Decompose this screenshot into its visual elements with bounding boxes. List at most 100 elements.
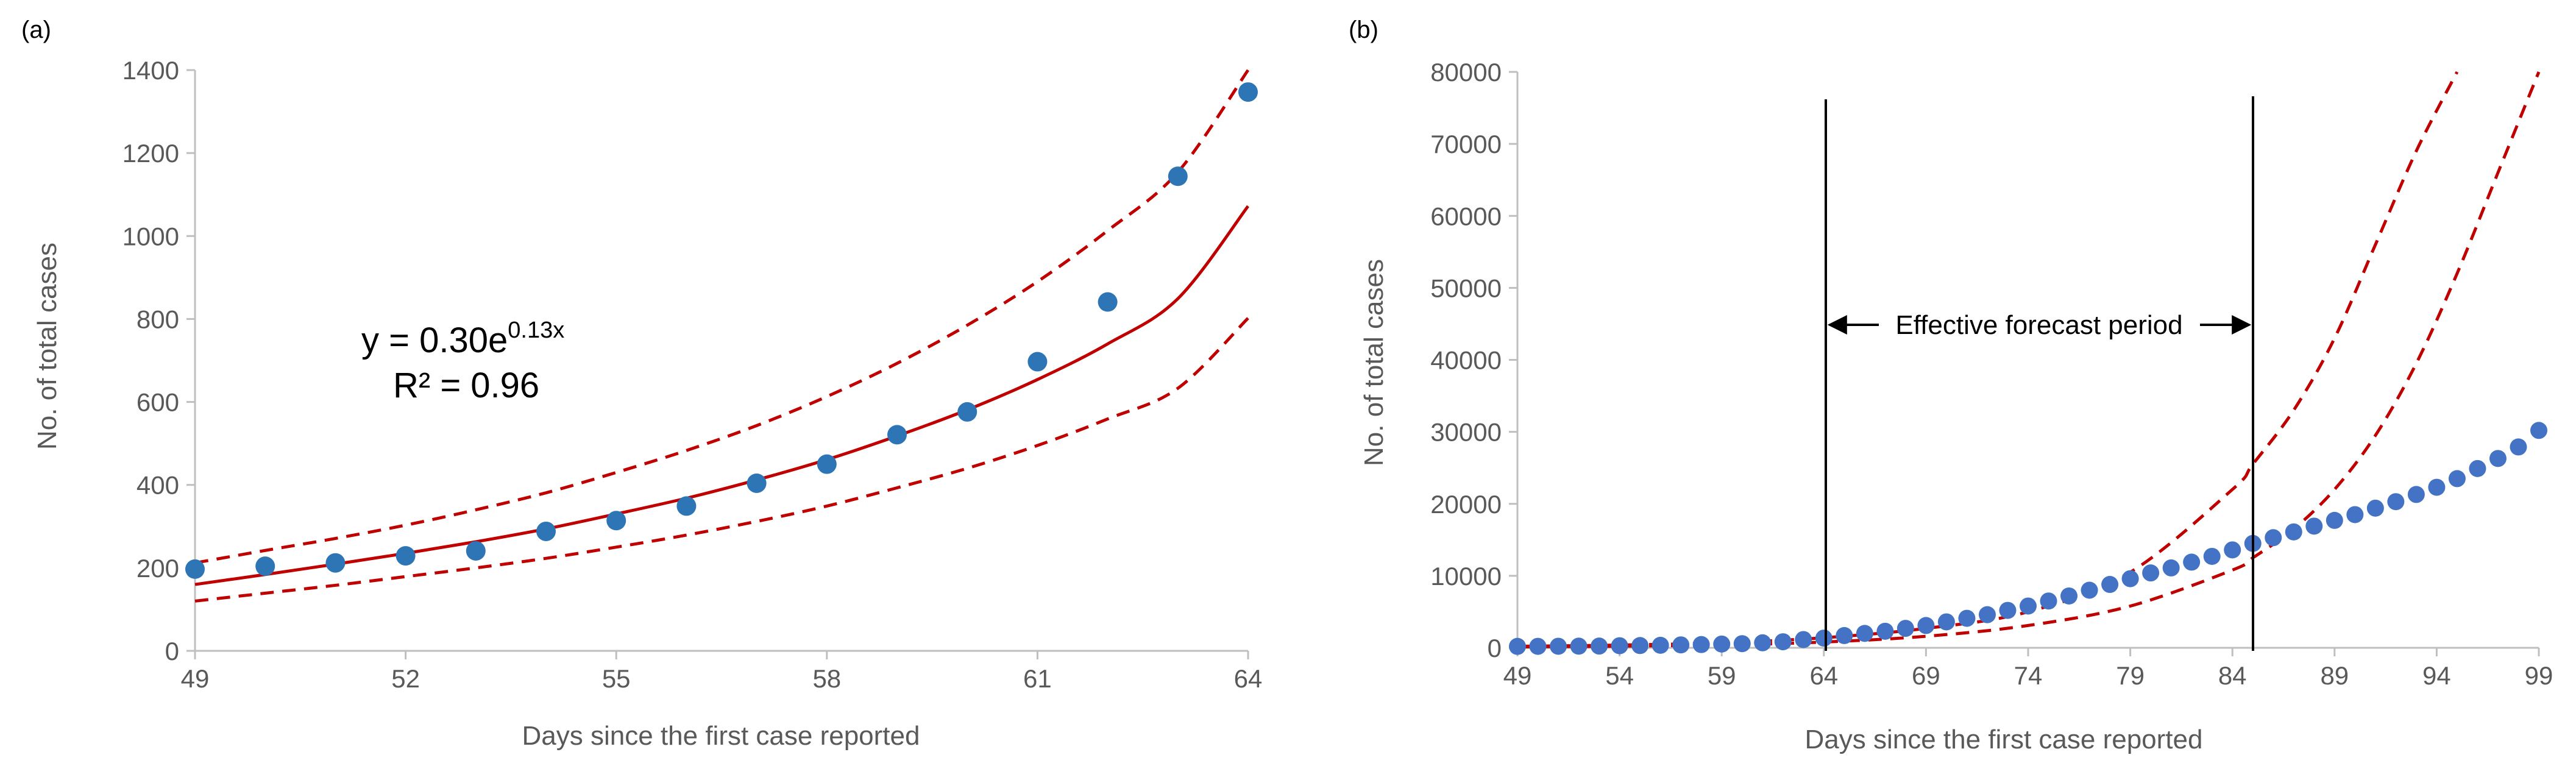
- panel-b-y-tick-label: 0: [1488, 634, 1502, 662]
- panel-b-chart: (b) 0 10000 20000 30000 40000 50000 60000 70000…: [1349, 16, 2553, 754]
- panel-b-marks: [1509, 71, 2547, 655]
- panel-b-data-point: [2081, 581, 2098, 599]
- panel-b-data-point: [2224, 541, 2241, 559]
- panel-b-data-point: [1550, 637, 1567, 655]
- panel-b-data-point: [1795, 631, 1812, 648]
- panel-b-data-point: [2366, 499, 2384, 517]
- equation-text: y = 0.30e0.13x: [361, 318, 564, 360]
- panel-b-data-point: [1856, 625, 1873, 642]
- panel-b-y-tick-label: 80000: [1430, 58, 1502, 87]
- panel-b-data-point: [1713, 635, 1731, 653]
- panel-b-data-point: [2142, 564, 2160, 582]
- panel-b-data-point: [1999, 601, 2017, 619]
- panel-b-data-point: [1917, 617, 1935, 634]
- panel-b-data-point: [1958, 609, 1976, 627]
- panel-a-y-tick-label: 1200: [122, 139, 179, 168]
- panel-b-data-point: [1529, 637, 1547, 655]
- panel-b-y-tick-label: 70000: [1430, 130, 1502, 158]
- panel-a-data-point: [466, 541, 486, 561]
- panel-b-data-point: [1509, 637, 1526, 655]
- panel-b-data-point: [2305, 517, 2323, 535]
- panel-a-data-point: [817, 454, 837, 474]
- panel-a-x-tick-label: 58: [812, 664, 841, 693]
- panel-b-data-point: [2489, 450, 2507, 467]
- panel-a-y-tick-label: 200: [137, 554, 179, 583]
- panel-b-data-point: [2469, 459, 2486, 477]
- panel-b-data-point: [1733, 635, 1751, 653]
- panel-b-data-point: [2387, 493, 2405, 511]
- panel-b-x-tick-label: 64: [1809, 661, 1838, 690]
- panel-b-x-tick-label: 84: [2218, 661, 2247, 690]
- panel-a-marks: [185, 69, 1258, 603]
- panel-a-data-point: [396, 546, 416, 566]
- panel-a-data-point: [1027, 352, 1048, 372]
- panel-a-x-tick-label: 64: [1234, 664, 1263, 693]
- panel-a-data-point: [606, 511, 626, 531]
- panel-b-data-point: [2101, 576, 2119, 594]
- panel-b-data-point: [2121, 570, 2139, 587]
- panel-b-x-tick-label: 69: [1912, 661, 1940, 690]
- panel-a-axes: 0 200 400 600 800 1000 1200 1400 49 52 55 58 61 64: [122, 56, 1263, 693]
- panel-b-data-point: [2203, 547, 2221, 565]
- panel-a-data-point: [185, 559, 205, 579]
- panel-b-data-point: [2448, 470, 2466, 488]
- panel-b-y-tick-label: 10000: [1430, 562, 1502, 591]
- panel-a-data-point: [325, 553, 346, 573]
- panel-b-data-point: [2428, 478, 2446, 496]
- panel-b-x-tick-label: 74: [2014, 661, 2043, 690]
- panel-a-x-tick-label: 49: [181, 664, 210, 693]
- panel-b-data-point: [2265, 529, 2282, 547]
- panel-b-data-point: [2183, 553, 2201, 571]
- panel-a-data-point: [1168, 166, 1188, 186]
- panel-b-x-tick-label: 49: [1503, 661, 1532, 690]
- panel-b-x-tick-label: 99: [2525, 661, 2553, 690]
- panel-b-data-point: [1692, 636, 1710, 653]
- panel-a-upper-bound-line: [194, 69, 1250, 565]
- panel-b-y-tick-label: 40000: [1430, 346, 1502, 375]
- panel-a-data-point: [1238, 82, 1258, 102]
- panel-b-y-tick-label: 20000: [1430, 490, 1502, 519]
- panel-b-x-tick-label: 59: [1708, 661, 1736, 690]
- panel-a-data-point: [887, 425, 907, 445]
- panel-b-x-axis-title: Days since the first case reported: [1805, 725, 2203, 754]
- panel-b-axes: 0 10000 20000 30000 40000 50000 60000 70000 8000…: [1430, 58, 2553, 690]
- equation-exponent: 0.13x: [508, 318, 564, 343]
- panel-b-x-tick-label: 89: [2320, 661, 2349, 690]
- panel-b-data-point: [1897, 620, 1914, 637]
- panel-b-x-tick-label: 94: [2422, 661, 2451, 690]
- panel-a-y-tick-label: 400: [137, 471, 179, 500]
- panel-a-lower-bound-line: [194, 317, 1249, 603]
- equation-main: y = 0.30e: [361, 321, 508, 360]
- panel-a-x-tick-label: 61: [1023, 664, 1052, 693]
- r-squared-text: R² = 0.96: [393, 366, 539, 405]
- panel-b-y-axis-title: No. of total cases: [1359, 259, 1389, 466]
- panel-a-y-tick-label: 0: [165, 637, 179, 665]
- panel-b-data-point: [1815, 630, 1833, 647]
- panel-b-data-point: [1937, 613, 1955, 631]
- panel-a-data-point: [536, 521, 556, 541]
- panel-a-data-point: [957, 402, 978, 422]
- panel-a-x-tick-label: 55: [602, 664, 631, 693]
- panel-b-data-point: [2285, 523, 2302, 541]
- panel-b-data-point: [2530, 422, 2547, 439]
- panel-b-y-tick-label: 50000: [1430, 274, 1502, 302]
- panel-b-data-point: [2040, 592, 2057, 610]
- panel-b-data-point: [2346, 506, 2364, 523]
- panel-b-data-point: [1570, 637, 1588, 655]
- forecast-period-label: Effective forecast period: [1895, 310, 2182, 340]
- panel-a-y-tick-label: 600: [137, 388, 179, 417]
- panel-b-upper-bound-line: [1517, 71, 2459, 648]
- panel-a-label: (a): [21, 16, 51, 43]
- panel-b-data-point: [1754, 634, 1772, 651]
- panel-a-data-point: [747, 473, 767, 493]
- panel-b-data-point: [2326, 511, 2343, 529]
- panel-a-chart: (a) 0 200 400 600 800 1000 1200 1400 49 52 55 58 61 6…: [21, 16, 1262, 751]
- panel-a-y-tick-label: 800: [137, 305, 179, 333]
- panel-b-y-tick-label: 30000: [1430, 418, 1502, 447]
- panel-b-data-point: [2162, 559, 2180, 577]
- panel-b-label: (b): [1349, 16, 1378, 43]
- panel-b-data-point: [2020, 597, 2037, 615]
- panel-b-x-tick-label: 54: [1605, 661, 1634, 690]
